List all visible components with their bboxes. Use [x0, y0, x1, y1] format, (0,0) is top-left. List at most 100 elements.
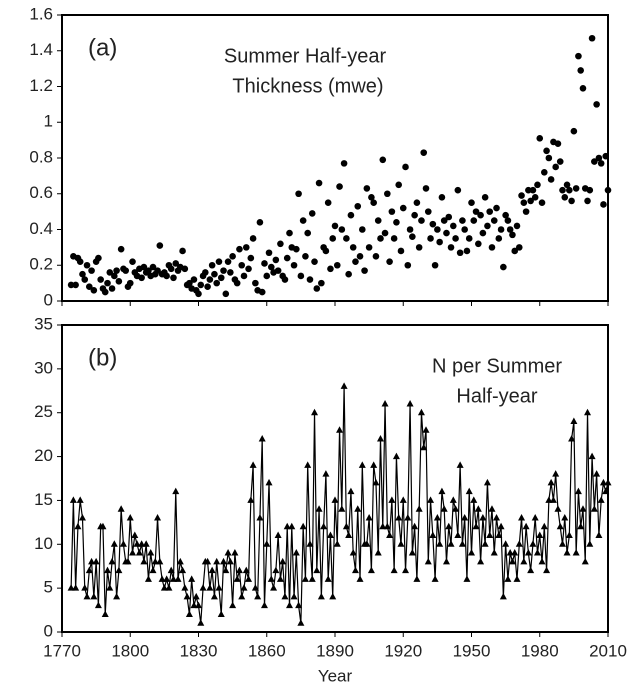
point: [313, 285, 321, 292]
annotation: N per Summer: [432, 355, 562, 377]
marker: [549, 496, 557, 503]
marker: [502, 540, 510, 547]
point: [572, 185, 580, 192]
line: [70, 386, 609, 624]
point: [504, 217, 512, 224]
marker: [595, 531, 603, 539]
marker: [574, 487, 582, 495]
point: [397, 247, 405, 255]
point: [204, 283, 211, 291]
point: [311, 258, 318, 265]
point: [490, 217, 498, 224]
marker: [249, 461, 257, 468]
y-tick-label: 0.2: [29, 255, 53, 274]
marker: [326, 531, 334, 539]
marker: [308, 575, 316, 582]
marker: [299, 522, 307, 530]
point: [233, 279, 241, 287]
marker: [508, 557, 516, 565]
point: [81, 276, 89, 283]
point: [106, 269, 114, 276]
point: [140, 263, 148, 271]
marker: [545, 496, 553, 503]
marker: [119, 540, 127, 547]
point: [331, 222, 339, 230]
marker: [454, 531, 462, 539]
marker: [572, 549, 580, 556]
x-tick-label: 1860: [248, 641, 286, 660]
marker: [320, 522, 328, 530]
point: [340, 160, 348, 167]
marker: [590, 505, 598, 512]
marker: [281, 592, 289, 600]
point: [427, 235, 434, 242]
marker: [286, 601, 293, 609]
point: [129, 258, 136, 265]
marker: [479, 513, 487, 521]
point: [329, 235, 337, 242]
annotation: Half-year: [456, 385, 537, 407]
marker: [345, 531, 353, 539]
marker: [322, 470, 330, 477]
marker: [533, 549, 541, 556]
marker: [358, 461, 366, 468]
marker: [72, 584, 80, 591]
marker: [588, 452, 596, 460]
marker: [117, 505, 125, 512]
marker: [165, 584, 173, 591]
marker: [388, 496, 396, 503]
point: [88, 267, 95, 274]
point: [115, 278, 123, 285]
marker: [126, 513, 134, 521]
marker: [511, 549, 519, 556]
point: [354, 202, 362, 210]
point: [406, 226, 414, 233]
marker: [215, 584, 223, 591]
point: [101, 288, 109, 296]
point: [126, 279, 134, 287]
marker: [156, 557, 164, 565]
marker: [135, 549, 143, 556]
marker: [442, 557, 450, 565]
marker: [440, 505, 448, 512]
marker: [74, 522, 82, 530]
marker: [392, 452, 400, 460]
marker: [486, 531, 494, 539]
marker: [138, 540, 146, 547]
point: [247, 254, 255, 262]
marker: [372, 478, 380, 486]
point: [302, 253, 309, 260]
point: [90, 286, 98, 294]
marker: [499, 592, 507, 600]
marker: [420, 443, 428, 451]
marker: [195, 601, 202, 609]
y-tick-label: 1.6: [29, 4, 53, 23]
marker: [213, 557, 221, 565]
point: [220, 267, 227, 274]
point: [402, 163, 409, 171]
marker: [497, 522, 505, 530]
marker: [565, 531, 573, 539]
point: [138, 274, 145, 282]
annotation: Summer Half-year: [224, 45, 387, 67]
point: [418, 217, 425, 224]
point: [345, 270, 352, 278]
marker: [188, 575, 196, 582]
x-tick-label: 1770: [43, 641, 81, 660]
marker: [151, 557, 159, 565]
point: [429, 220, 437, 228]
marker: [231, 549, 239, 556]
point: [240, 272, 248, 280]
point: [172, 260, 180, 267]
point: [506, 226, 514, 233]
point: [477, 211, 484, 219]
point: [452, 235, 459, 242]
marker: [149, 566, 157, 574]
marker: [267, 575, 275, 582]
marker: [504, 575, 512, 582]
point: [447, 244, 455, 251]
marker: [163, 575, 171, 582]
marker: [192, 592, 200, 600]
point: [352, 258, 359, 265]
marker: [452, 505, 460, 512]
